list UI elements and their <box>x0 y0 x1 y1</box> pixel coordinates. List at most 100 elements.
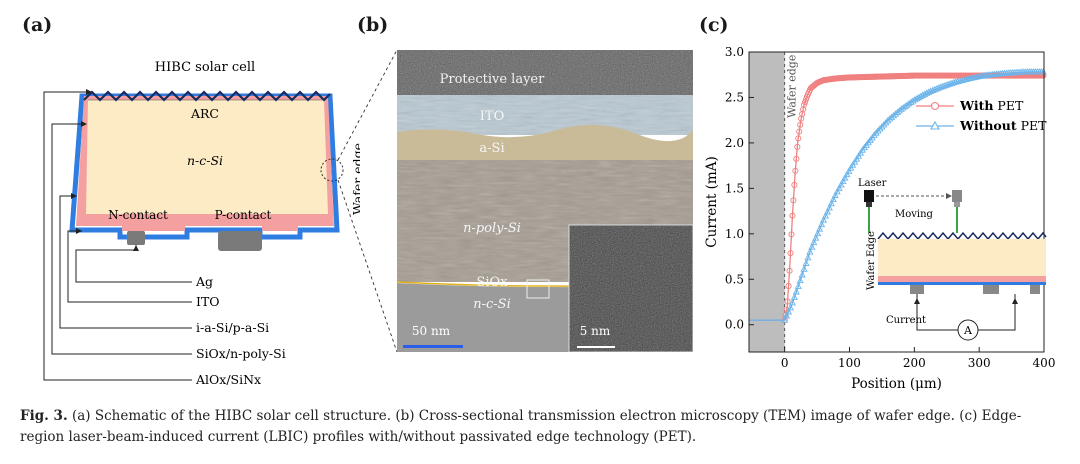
series-point-0 <box>795 135 802 142</box>
series-point-0 <box>797 121 804 128</box>
series-point-1 <box>872 129 880 136</box>
series-point-1 <box>823 208 832 215</box>
tem-label-npoly: n-poly-Si <box>463 221 521 236</box>
figure-caption: Fig. 3. (a) Schematic of the HIBC solar … <box>20 406 1065 448</box>
series-point-1 <box>884 116 892 124</box>
x-tick-label: 400 <box>1033 356 1056 370</box>
series-point-1 <box>804 253 812 261</box>
series-point-0 <box>794 143 801 150</box>
scale-main-bar <box>403 345 463 348</box>
panel-label-b: (b) <box>357 14 389 36</box>
series-point-1 <box>806 248 814 255</box>
series-point-1 <box>790 293 798 300</box>
series-point-1 <box>837 181 845 188</box>
zoom-lines <box>337 49 398 353</box>
x-axis-label: Position (μm) <box>851 376 942 392</box>
series-point-1 <box>819 216 828 223</box>
series-point-1 <box>876 125 884 132</box>
series-point-1 <box>886 115 894 122</box>
p-contact-ag <box>218 231 262 251</box>
panel-b-tem-image: Protective layer ITO a-Si n-poly-Si SiOx… <box>397 50 693 352</box>
y-tick-label: 2.0 <box>725 136 744 150</box>
tem-label-siox: SiOx <box>476 275 508 290</box>
series-point-1 <box>851 158 859 165</box>
series-point-1 <box>827 199 835 207</box>
series-point-1 <box>855 152 863 159</box>
series-point-0 <box>796 128 803 135</box>
scale-main-label: 50 nm <box>412 324 451 338</box>
arc-label: ARC <box>190 106 219 121</box>
y-tick-label: 1.5 <box>725 181 744 195</box>
series-point-1 <box>960 76 968 83</box>
x-tick-label: 200 <box>903 356 926 370</box>
p-contact-label: P-contact <box>215 208 272 222</box>
series-point-1 <box>802 259 810 266</box>
arc-texture <box>83 90 331 102</box>
panel-a-schematic: HIBC solar cell ARC n-c-Si N-contact P-c… <box>43 60 360 387</box>
series-point-1 <box>853 155 861 162</box>
series-point-1 <box>845 167 853 174</box>
series-point-1 <box>841 174 849 181</box>
schematic-title: HIBC solar cell <box>155 60 255 75</box>
y-tick-label: 2.5 <box>725 90 744 104</box>
series-point-1 <box>880 121 888 128</box>
caption-label: Fig. 3. <box>20 408 68 424</box>
series-point-0 <box>788 231 795 238</box>
n-contact-ag <box>127 231 145 245</box>
series-point-1 <box>895 106 903 114</box>
series-point-1 <box>814 229 822 237</box>
chart-legend: With PET Without PET <box>916 98 1047 133</box>
series-point-0 <box>793 155 800 162</box>
caption-text: (a) Schematic of the HIBC solar cell str… <box>20 408 1022 445</box>
series-point-1 <box>835 184 843 191</box>
y-tick-label: 0.0 <box>725 318 744 332</box>
tem-label-asi: a-Si <box>479 141 504 156</box>
series-point-1 <box>961 75 970 82</box>
series-point-1 <box>794 282 802 289</box>
series-point-0 <box>784 298 791 305</box>
y-axis-label: Current (mA) <box>704 156 720 247</box>
series-point-0 <box>786 267 793 274</box>
series-point-1 <box>792 288 800 295</box>
wafer-edge-circle <box>320 158 344 182</box>
series-point-1 <box>786 303 795 311</box>
legend-ito: ITO <box>196 294 220 309</box>
series-point-1 <box>810 238 818 246</box>
wafer-edge-label: Wafer edge <box>350 143 360 215</box>
legend-without-pet: Without PET <box>959 118 1047 133</box>
tem-label-protective: Protective layer <box>440 72 545 87</box>
series-point-1 <box>829 195 837 203</box>
inset-wafer-edge-label: Wafer Edge <box>866 231 877 290</box>
inset-ammeter-label: A <box>963 324 973 337</box>
legend-alox: AlOx/SiNx <box>195 372 261 387</box>
panel-label-a: (a) <box>22 14 53 36</box>
inset-laser-label: Laser <box>858 178 887 189</box>
series-point-1 <box>833 187 841 195</box>
series-point-1 <box>882 118 890 126</box>
alox-sinx-layer <box>69 93 340 240</box>
shaded-region <box>749 52 785 352</box>
series-point-1 <box>856 149 865 156</box>
series-point-1 <box>816 225 824 232</box>
lbic-inset-schematic: Laser Moving Wafer Edge A Current <box>858 178 1047 341</box>
series-point-1 <box>825 203 833 211</box>
x-tick-label: 100 <box>838 356 861 370</box>
series-point-1 <box>1039 68 1047 75</box>
series-point-1 <box>818 220 826 228</box>
tem-label-ito: ITO <box>480 109 504 124</box>
series-point-1 <box>784 308 793 315</box>
tem-label-ncsi: n-c-Si <box>473 297 511 312</box>
series-point-1 <box>843 170 851 178</box>
x-tick-label: 300 <box>968 356 991 370</box>
series-point-0 <box>785 283 792 290</box>
series-point-0 <box>791 181 798 189</box>
series-point-1 <box>888 113 896 120</box>
series-point-1 <box>878 123 886 130</box>
y-tick-label: 1.0 <box>725 227 744 241</box>
series-point-0 <box>792 167 799 174</box>
series-point-0 <box>803 96 810 103</box>
series-point-1 <box>849 161 857 168</box>
series-point-1 <box>812 234 820 241</box>
x-tick-label: 0 <box>781 356 789 370</box>
legend-asi: i-a-Si/p-a-Si <box>196 320 269 335</box>
